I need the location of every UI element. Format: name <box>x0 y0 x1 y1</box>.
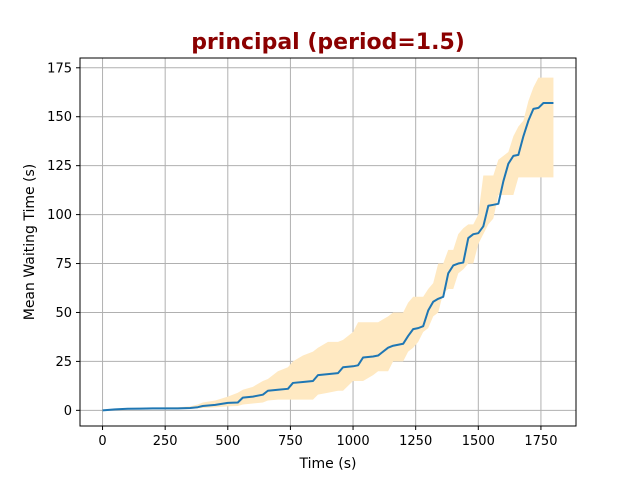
y-tick-label: 125 <box>47 159 72 174</box>
x-tick-label: 500 <box>215 434 240 449</box>
y-tick-label: 150 <box>47 110 72 125</box>
x-tick-label: 1000 <box>337 434 370 449</box>
chart-title: principal (period=1.5) <box>191 30 465 55</box>
x-tick-label: 750 <box>278 434 303 449</box>
y-tick-label: 50 <box>55 306 72 321</box>
series-line-layer <box>102 102 554 412</box>
x-tick-label: 1500 <box>462 434 495 449</box>
tick-labels: 0 250 500 750 1000 1250 1500 1750 0 25 50 75 100 125 1… <box>47 61 557 449</box>
axes-frame <box>76 57 577 430</box>
x-axis-label: Time (s) <box>299 456 357 472</box>
plot-frame <box>79 57 577 427</box>
y-tick-label: 25 <box>55 355 72 370</box>
x-tick-label: 1250 <box>399 434 432 449</box>
series-line <box>102 102 554 412</box>
x-tick-label: 250 <box>153 434 178 449</box>
confidence-band-layer <box>102 77 554 411</box>
y-tick-label: 75 <box>55 257 72 272</box>
y-tick-label: 0 <box>64 404 72 419</box>
confidence-band <box>102 77 554 411</box>
y-tick-label: 100 <box>47 208 72 223</box>
y-axis-label: Mean Waiting Time (s) <box>22 164 38 321</box>
x-tick-label: 1750 <box>524 434 557 449</box>
y-tick-label: 175 <box>47 61 72 76</box>
x-tick-label: 0 <box>98 434 106 449</box>
